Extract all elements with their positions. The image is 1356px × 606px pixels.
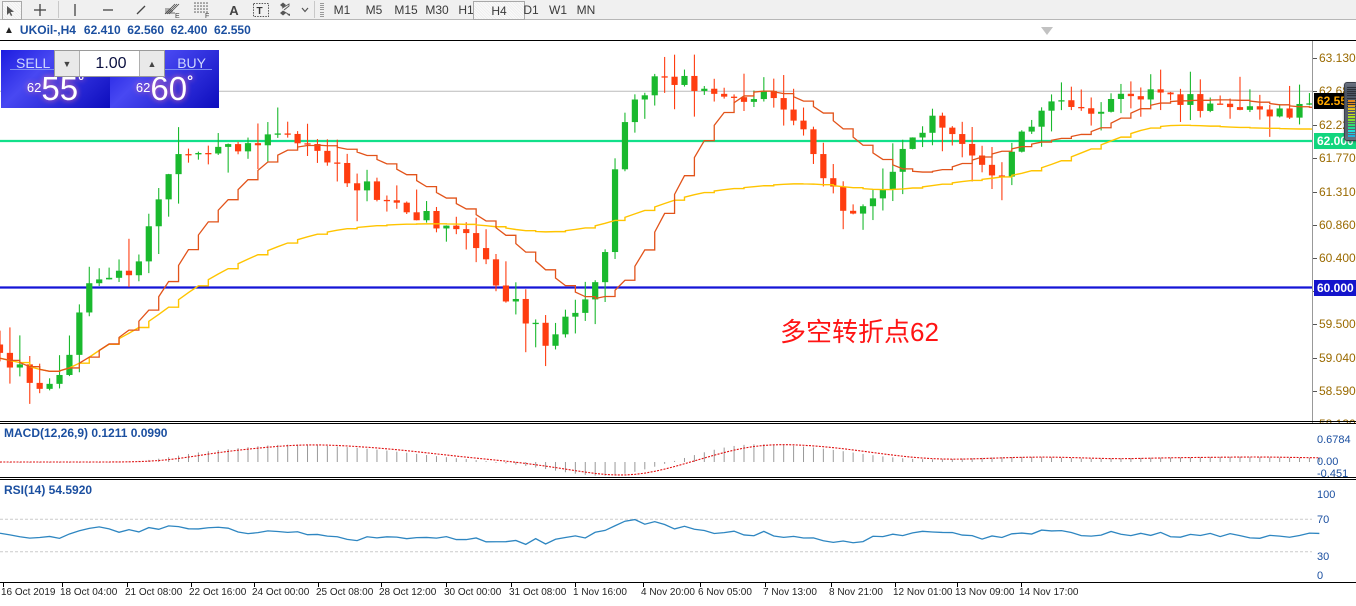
svg-text:E: E [175,13,180,18]
svg-text:T: T [257,6,263,17]
svg-text:多空转折点62: 多空转折点62 [780,317,939,347]
svg-text:F: F [205,13,209,18]
